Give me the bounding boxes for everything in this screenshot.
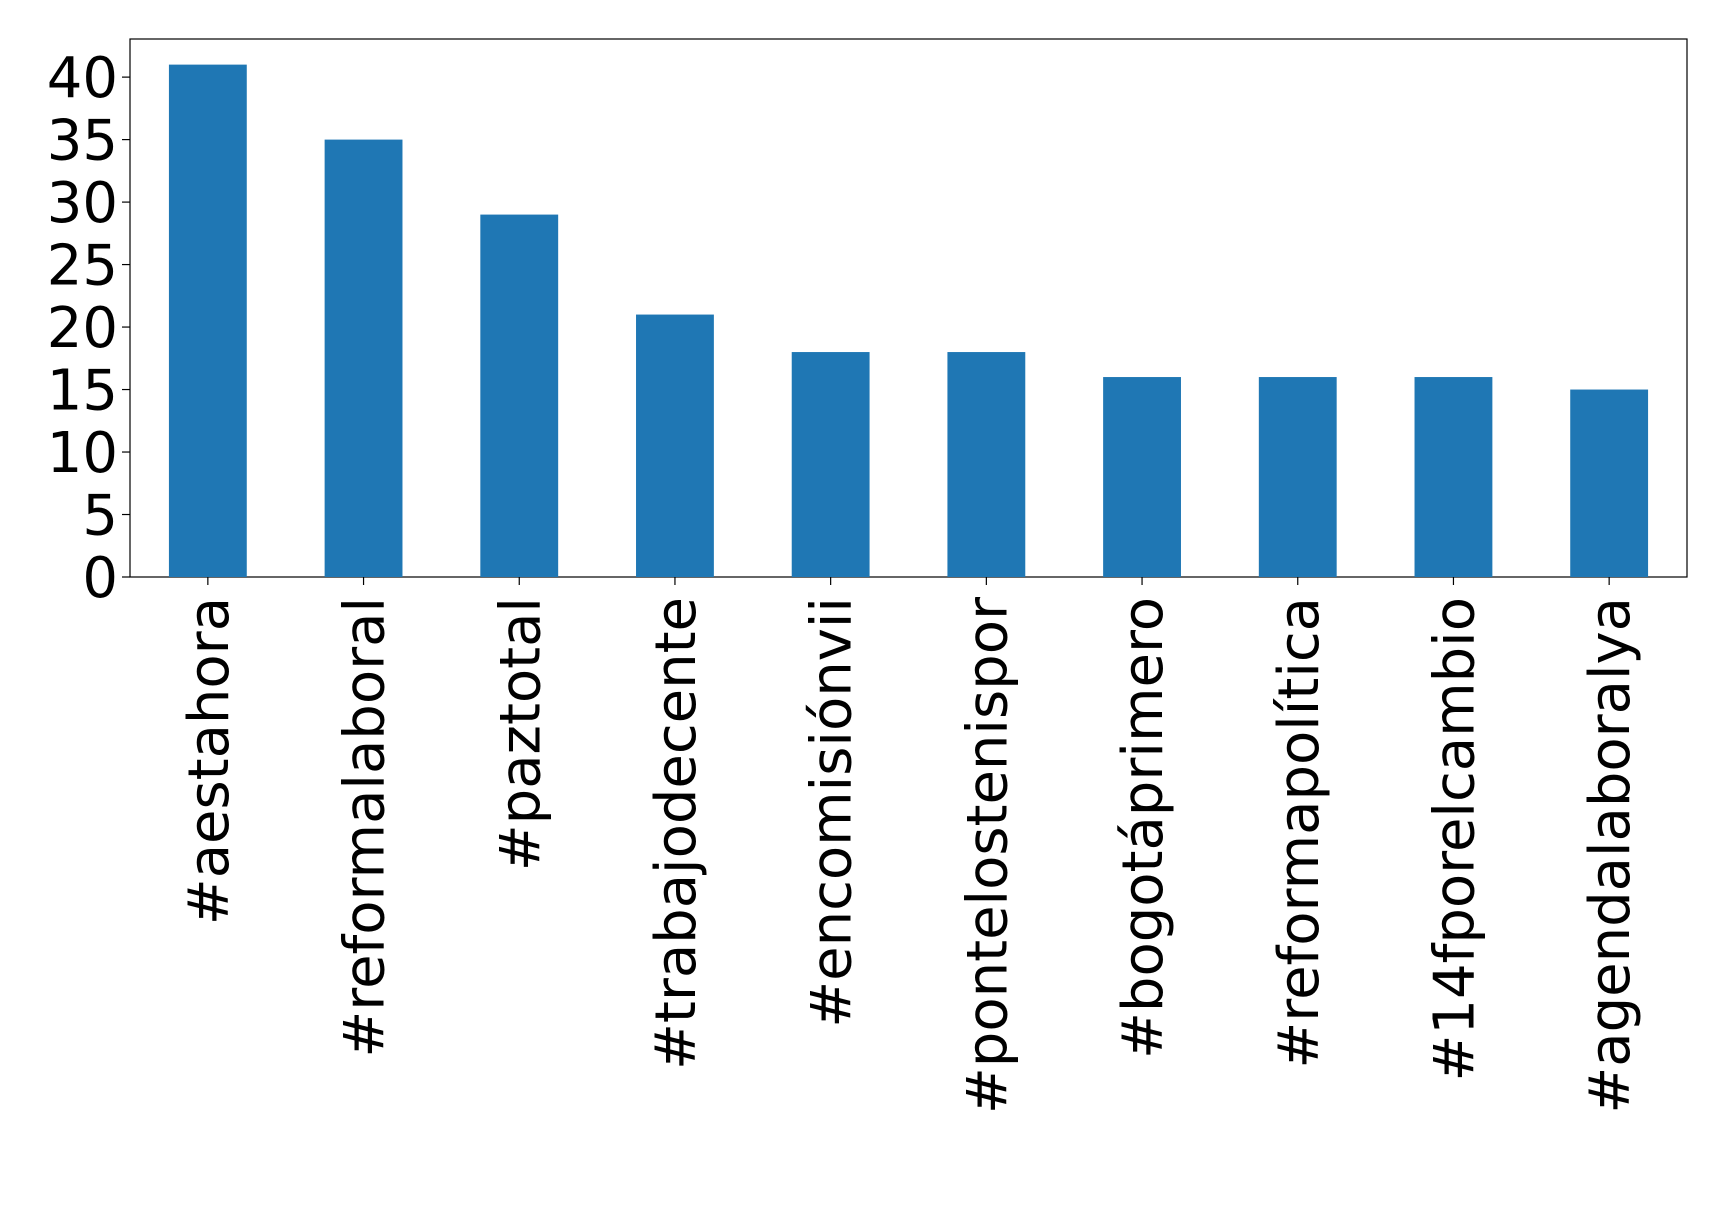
y-tick-label: 40 <box>47 46 118 111</box>
x-tick-label: #encomisiónvii <box>800 597 865 1028</box>
y-tick-label: 0 <box>82 546 118 611</box>
x-tick-label: #bogotáprimero <box>1111 597 1176 1059</box>
x-tick-label: #trabajodecente <box>644 597 709 1070</box>
bar <box>636 314 714 577</box>
y-tick-label: 20 <box>47 296 118 361</box>
bar <box>1414 377 1493 577</box>
bar <box>791 352 870 577</box>
y-tick-label: 5 <box>82 484 118 549</box>
x-tick-label: #paztotal <box>488 597 553 871</box>
y-tick-label: 25 <box>47 234 118 299</box>
y-tick-label: 10 <box>47 421 118 486</box>
bar <box>168 64 247 578</box>
axes-frame <box>129 38 1688 578</box>
x-tick-label: #pontelostenispor <box>955 596 1020 1114</box>
x-tick-label: #14fporelcambio <box>1422 597 1487 1082</box>
bar <box>1103 377 1181 577</box>
x-tick-label: #agendalaboralya <box>1578 597 1643 1114</box>
y-tick-label: 35 <box>47 109 118 174</box>
x-tick-label: #reformapolítica <box>1267 597 1332 1069</box>
bar <box>1570 389 1649 577</box>
x-tick-label: #reformalaboral <box>333 597 398 1058</box>
y-tick-label: 15 <box>47 359 118 424</box>
bar <box>947 352 1026 577</box>
x-tick-label: #aestahora <box>177 597 242 925</box>
bar <box>324 139 403 577</box>
bar <box>1258 377 1337 577</box>
y-tick-label: 30 <box>47 171 118 236</box>
bar <box>480 214 559 577</box>
